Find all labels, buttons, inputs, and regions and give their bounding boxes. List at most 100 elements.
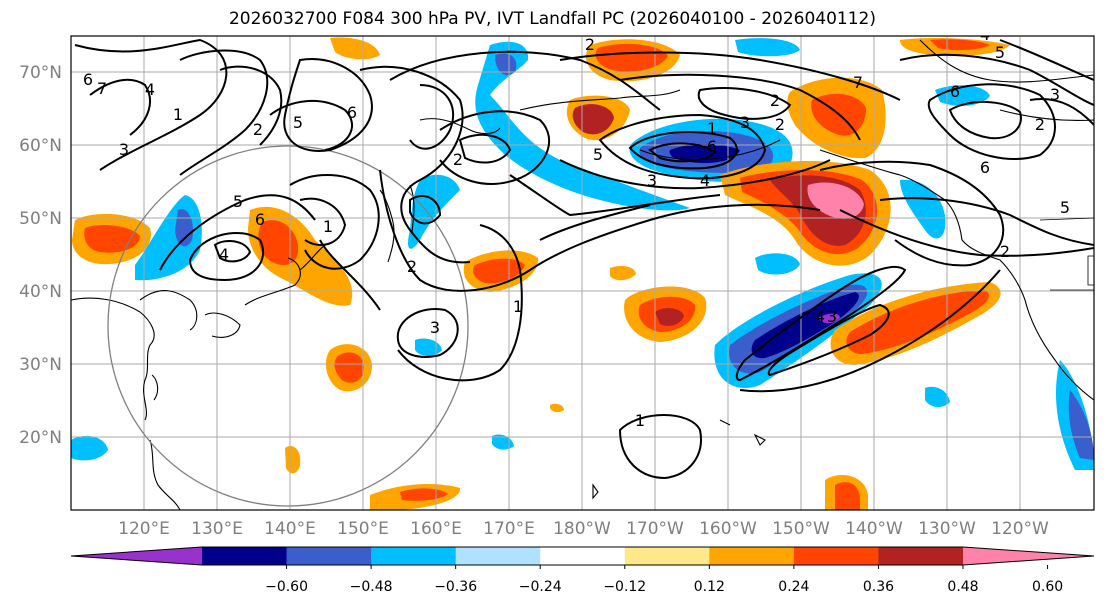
colorbar-segment <box>202 547 288 565</box>
latitude-labels: 70°N 60°N 50°N 40°N 30°N 20°N <box>19 63 62 448</box>
contour-label: 1 <box>707 119 717 138</box>
lat-label: 20°N <box>19 428 62 448</box>
contour-label: 6 <box>83 70 93 89</box>
contour-label: 1 <box>513 297 523 316</box>
contour-label: 3 <box>740 113 750 132</box>
contour-label: 2 <box>1000 242 1010 261</box>
contour-label: 4 <box>815 307 825 326</box>
contour-label: 5 <box>293 113 303 132</box>
contour-label: 3 <box>827 307 837 326</box>
contour-label: 1 <box>635 411 645 430</box>
contour-label: 2 <box>253 120 263 139</box>
lon-label: 170°W <box>626 519 684 539</box>
colorbar-tick-label: 0.60 <box>1032 579 1063 595</box>
shade-blob <box>669 144 740 164</box>
contour-label: 5 <box>593 145 603 164</box>
contour-label: 3 <box>1050 85 1060 104</box>
lon-label: 140°E <box>264 519 316 539</box>
shade-blob <box>473 258 525 284</box>
longitude-labels: 120°E 130°E 140°E 150°E 160°E 170°E 180°W 170°W… <box>118 519 1049 539</box>
contour-label: 1 <box>173 105 183 124</box>
shade-blob <box>835 482 860 510</box>
shade-blob <box>572 104 614 135</box>
lon-label: 150°W <box>772 519 830 539</box>
shade-blob <box>71 435 108 461</box>
lon-label: 120°E <box>118 519 170 539</box>
contour-label: 2 <box>775 115 785 134</box>
shade-blob <box>415 338 442 356</box>
colorbar-tick-label: −0.24 <box>519 579 562 595</box>
lat-label: 30°N <box>19 355 62 375</box>
colorbar-extend-low <box>71 547 202 565</box>
shade-blob <box>258 220 299 266</box>
shade-blob <box>900 179 946 239</box>
contour-label: 2 <box>407 257 417 276</box>
lon-label: 130°W <box>918 519 976 539</box>
shade-blob <box>755 253 800 275</box>
colorbar-segment <box>878 547 964 565</box>
shade-blob <box>610 266 636 281</box>
contour-label: 1 <box>323 217 333 236</box>
shade-blob <box>550 403 564 413</box>
pv-contours <box>74 38 1094 480</box>
map-title: 2026032700 F084 300 hPa PV, IVT Landfall… <box>228 9 876 29</box>
colorbar-tick-label: −0.12 <box>603 579 646 595</box>
shade-blob <box>595 43 668 72</box>
colorbar-tick-label: −0.36 <box>434 579 477 595</box>
colorbar-segment <box>371 547 457 565</box>
contour-label: 3 <box>430 318 440 337</box>
colorbar-tick-label: −0.60 <box>265 579 308 595</box>
colorbar-tick-label: 0.48 <box>947 579 978 595</box>
contour-label: 6 <box>980 158 990 177</box>
lon-label: 140°W <box>845 519 903 539</box>
shade-blob <box>285 445 301 474</box>
contour-label: 2 <box>585 35 595 54</box>
contour-label: 6 <box>950 82 960 101</box>
lat-label: 70°N <box>19 63 62 83</box>
shade-blob <box>930 39 990 51</box>
shade-blob <box>807 182 864 219</box>
colorbar-segment <box>540 547 626 565</box>
contour-label: 5 <box>995 43 1005 62</box>
colorbar-tick-label: 0.36 <box>863 579 894 595</box>
colorbar-segment <box>709 547 795 565</box>
contour-label: 6 <box>707 137 717 156</box>
shade-blob <box>818 313 840 324</box>
contour-label: 3 <box>119 140 129 159</box>
colorbar-tick-label: 0.12 <box>694 579 725 595</box>
lon-label: 180°W <box>553 519 611 539</box>
shade-blob <box>735 38 800 57</box>
lat-label: 60°N <box>19 136 62 156</box>
contour-label: 5 <box>233 192 243 211</box>
contour-label: 4 <box>700 171 710 190</box>
colorbar-segment <box>286 547 372 565</box>
colorbar-tick-label: −0.48 <box>350 579 393 595</box>
shade-blob <box>84 224 140 253</box>
contour-label: 6 <box>255 210 265 229</box>
shade-blob <box>495 53 517 76</box>
map-frame <box>70 35 1095 511</box>
lon-label: 120°W <box>991 519 1049 539</box>
shade-blob <box>1068 390 1094 460</box>
lon-label: 160°W <box>699 519 757 539</box>
contour-label: 2 <box>770 91 780 110</box>
lon-label: 170°E <box>483 519 535 539</box>
shade-blob <box>751 292 859 359</box>
contour-label: 4 <box>980 25 990 44</box>
contour-label: 2 <box>453 150 463 169</box>
contour-label: 6 <box>347 103 357 122</box>
lat-label: 50°N <box>19 209 62 229</box>
lon-label: 160°E <box>410 519 462 539</box>
contour-label: 7 <box>853 73 863 92</box>
landfall-radius-circle <box>107 145 469 507</box>
shade-blob <box>408 174 460 249</box>
shade-blob <box>475 41 690 211</box>
contour-label: 2 <box>1035 115 1045 134</box>
lon-label: 150°E <box>337 519 389 539</box>
contour-label: 4 <box>145 80 155 99</box>
contour-label: 4 <box>219 245 229 264</box>
graticule <box>71 36 1094 510</box>
